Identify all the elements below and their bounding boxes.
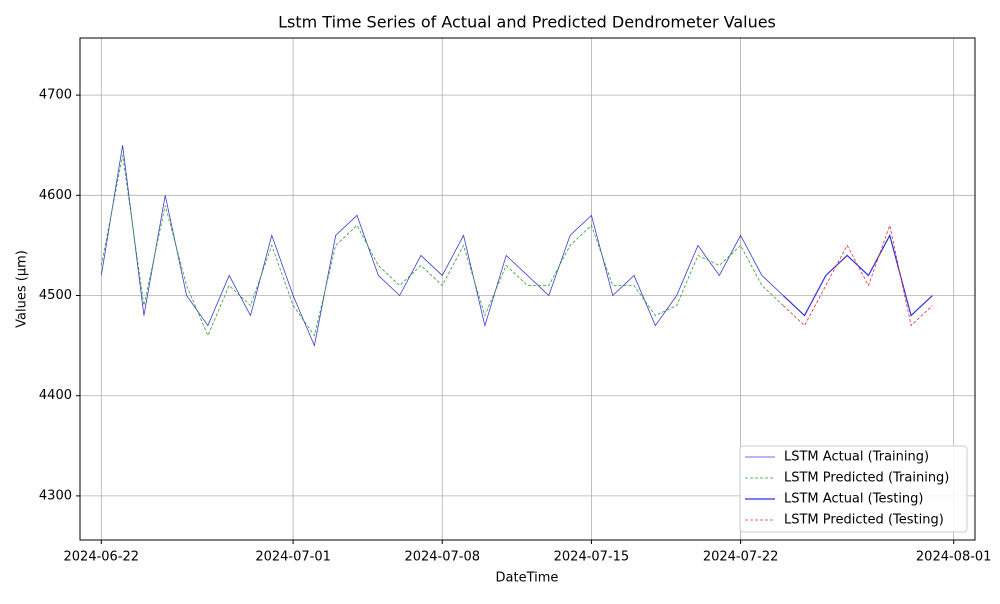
- chart-title: Lstm Time Series of Actual and Predicted…: [278, 13, 776, 32]
- y-tick-label: 4300: [39, 488, 72, 503]
- legend-label: LSTM Actual (Testing): [784, 492, 924, 507]
- legend-label: LSTM Predicted (Training): [784, 471, 949, 486]
- legend-label: LSTM Actual (Training): [784, 450, 929, 465]
- y-tick-label: 4700: [39, 88, 72, 103]
- x-tick-label: 2024-08-01: [916, 550, 992, 565]
- legend-label: LSTM Predicted (Testing): [784, 513, 944, 528]
- y-axis-label: Values (µm): [15, 250, 30, 328]
- y-tick-label: 4400: [39, 388, 72, 403]
- series-line: [100, 155, 784, 337]
- series-line: [100, 145, 784, 347]
- x-axis-label: DateTime: [496, 571, 559, 586]
- y-tick-label: 4600: [39, 188, 72, 203]
- series-line: [782, 223, 933, 327]
- x-tick-label: 2024-06-22: [64, 550, 140, 565]
- legend-box: [739, 445, 968, 533]
- x-tick-label: 2024-07-15: [554, 550, 630, 565]
- x-tick-label: 2024-07-01: [255, 550, 331, 565]
- y-tick-label: 4500: [39, 288, 72, 303]
- x-tick-label: 2024-07-22: [703, 550, 779, 565]
- x-tick-label: 2024-07-08: [404, 550, 480, 565]
- plot-frame: [79, 37, 976, 541]
